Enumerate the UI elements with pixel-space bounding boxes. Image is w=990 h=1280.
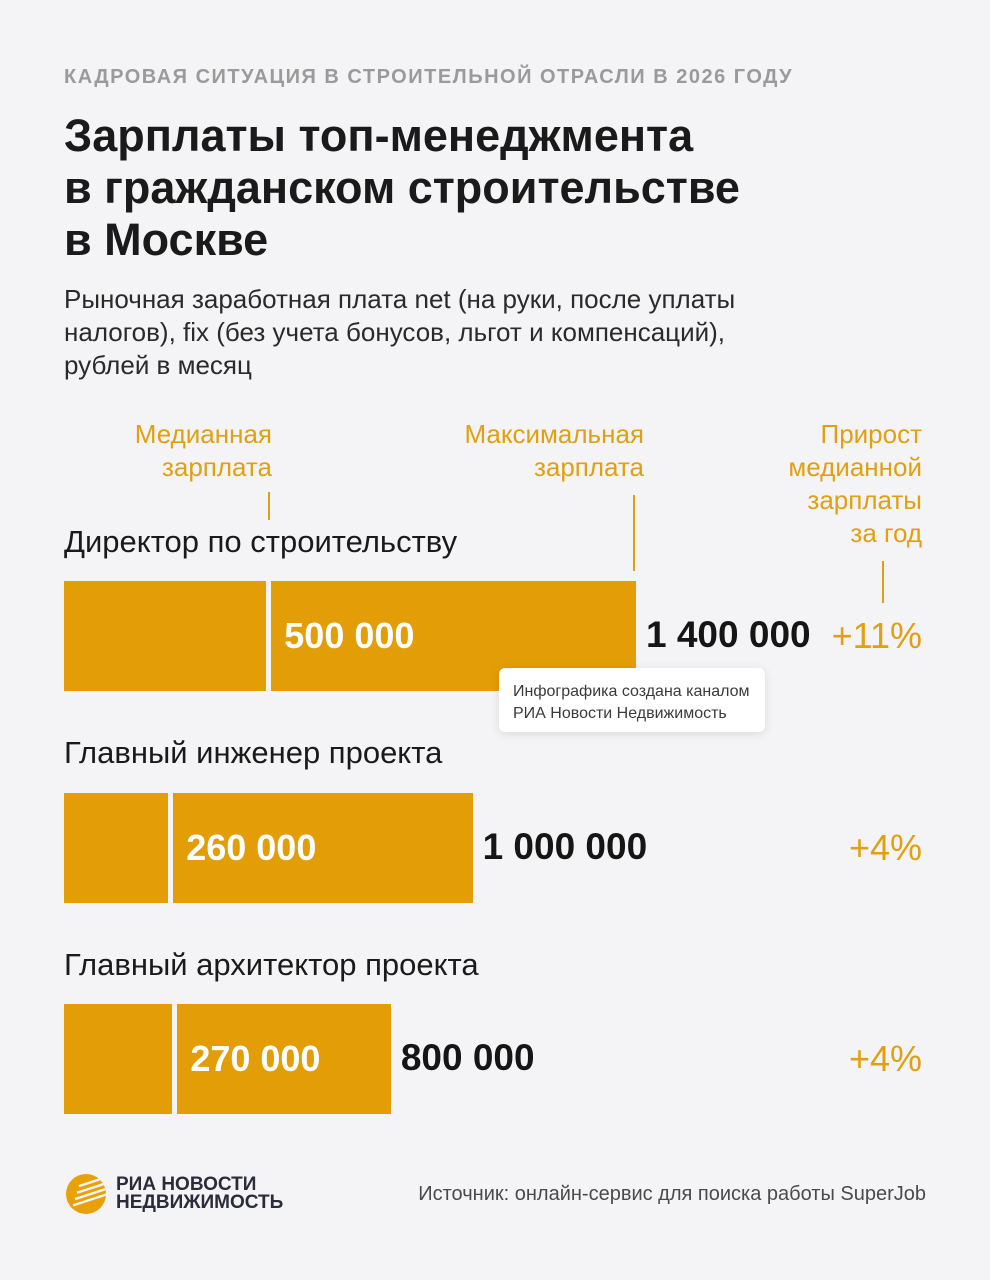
max-value: 1 000 000 [482,826,648,867]
bar-median-marker [172,1004,178,1114]
row-title: Главный инженер проекта [64,735,443,770]
title-line: в Москве [64,214,269,265]
header-growth-line: Прирост [820,419,923,449]
tooltip-line: Инфографика создана каналом [513,683,750,700]
max-tick [633,495,635,571]
growth-tick [882,561,884,603]
growth-value: +11% [831,615,922,656]
logo-line: РИА НОВОСТИ [116,1174,257,1195]
bar-median-marker [168,793,174,903]
logo: РИА НОВОСТИ НЕДВИЖИМОСТЬ [64,1172,283,1216]
median-value: 270 000 [190,1038,321,1079]
row-title: Директор по строительству [64,524,458,559]
subtitle-line: рублей в месяц [64,350,252,380]
bar-max: 270 000 [64,1004,391,1114]
median-value: 260 000 [186,827,317,868]
bar-max: 500 000 [64,581,636,691]
max-value: 800 000 [400,1037,535,1078]
subtitle-line: Рыночная заработная плата net (на руки, … [64,284,736,314]
header-growth: Прирост медианной зарплаты за год [722,418,922,550]
header-median-line: Медианная [134,419,272,449]
bar-median-marker [266,581,272,691]
logo-line: НЕДВИЖИМОСТЬ [116,1192,284,1213]
header-max-line: зарплата [533,452,644,482]
header-median: Медианная зарплата [12,418,272,484]
max-value: 1 400 000 [646,614,811,655]
page-title: Зарплаты топ-менеджмента в гражданском с… [64,110,924,266]
median-tick [268,492,270,520]
header-growth-line: за год [850,518,922,548]
title-line: в гражданском строительстве [64,162,740,213]
title-line: Зарплаты топ-менеджмента [64,110,694,161]
header-max-line: Максимальная [464,419,644,449]
header-median-line: зарплата [161,452,272,482]
source: Источник: онлайн-сервис для поиска работ… [418,1183,926,1205]
ria-sun-icon [66,1174,106,1214]
header-growth-line: медианной [788,452,922,482]
attribution-tooltip: Инфографика создана каналом РИА Новости … [499,668,765,732]
logo-text: РИА НОВОСТИ НЕДВИЖИМОСТЬ [116,1174,284,1213]
tooltip-line: РИА Новости Недвижимость [513,705,727,722]
subtitle-line: налогов), fix (без учета бонусов, льгот … [64,317,725,347]
growth-value: +4% [848,827,922,868]
header-max: Максимальная зарплата [344,418,644,484]
growth-value: +4% [848,1038,922,1079]
bar-max: 260 000 [64,793,473,903]
kicker: КАДРОВАЯ СИТУАЦИЯ В СТРОИТЕЛЬНОЙ ОТРАСЛИ… [64,66,794,88]
median-value: 500 000 [284,615,415,656]
row-title: Главный архитектор проекта [64,947,479,982]
header-growth-line: зарплаты [807,485,922,515]
subtitle: Рыночная заработная плата net (на руки, … [64,283,924,382]
